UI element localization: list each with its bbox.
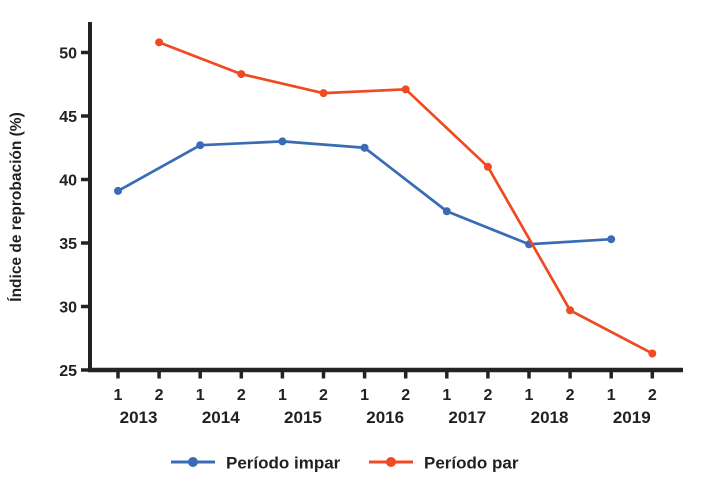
data-point-marker <box>114 186 122 195</box>
y-axis-label: Índice de reprobación (%) <box>8 112 25 301</box>
y-tick-label: 50 <box>59 46 77 63</box>
chart-legend: Período impar Período par <box>171 454 519 473</box>
legend-item-periodo-par: Período par <box>369 454 519 473</box>
x-tick-label: 2 <box>319 387 328 404</box>
x-tick-label: 2 <box>401 387 410 404</box>
legend-item-periodo-impar: Período impar <box>171 454 341 473</box>
series-line-periodo-impar <box>116 140 613 246</box>
dot-marker-icon <box>386 457 396 467</box>
y-tick-label: 40 <box>59 173 77 190</box>
x-tick-label: 2 <box>648 387 657 404</box>
year-label: 2019 <box>613 408 651 427</box>
year-label: 2014 <box>202 408 240 427</box>
year-label: 2018 <box>531 408 569 427</box>
year-label: 2015 <box>284 408 322 427</box>
data-point-marker <box>442 207 451 216</box>
data-point-marker <box>566 306 575 315</box>
legend-label: Período impar <box>226 454 341 473</box>
data-point-marker <box>607 235 616 244</box>
x-tick-label: 1 <box>442 387 451 404</box>
y-tick-label: 35 <box>59 236 77 253</box>
x-tick-label: 1 <box>114 387 123 404</box>
data-point-marker <box>278 137 287 146</box>
y-tick-label: 30 <box>59 300 77 317</box>
x-tick-label: 1 <box>607 387 616 404</box>
data-point-marker <box>648 349 657 358</box>
plot-area: 25 30 35 40 45 50 1 2 1 2 1 2 1 2 1 2 1 2 1 2 2013 2014 2015 20… <box>59 22 683 427</box>
x-tick-label: 2 <box>566 387 575 404</box>
data-point-marker <box>483 162 492 171</box>
year-label: 2017 <box>448 408 486 427</box>
data-point-marker <box>401 85 410 94</box>
year-label: 2013 <box>120 408 158 427</box>
data-point-marker <box>155 38 164 47</box>
x-tick-label: 1 <box>278 387 287 404</box>
x-tick-label: 2 <box>483 387 492 404</box>
x-tick-label: 2 <box>237 387 246 404</box>
data-point-marker <box>237 70 246 79</box>
y-tick-label: 25 <box>59 363 77 380</box>
x-tick-label: 1 <box>196 387 205 404</box>
data-point-marker <box>360 143 369 152</box>
year-label: 2016 <box>366 408 404 427</box>
x-tick-label: 2 <box>155 387 164 404</box>
x-tick-label: 1 <box>525 387 534 404</box>
data-point-marker <box>196 141 205 150</box>
x-tick-label: 1 <box>360 387 369 404</box>
dot-marker-icon <box>188 457 198 467</box>
y-tick-label: 45 <box>59 109 77 126</box>
data-point-marker <box>319 89 328 98</box>
legend-label: Período par <box>424 454 519 473</box>
